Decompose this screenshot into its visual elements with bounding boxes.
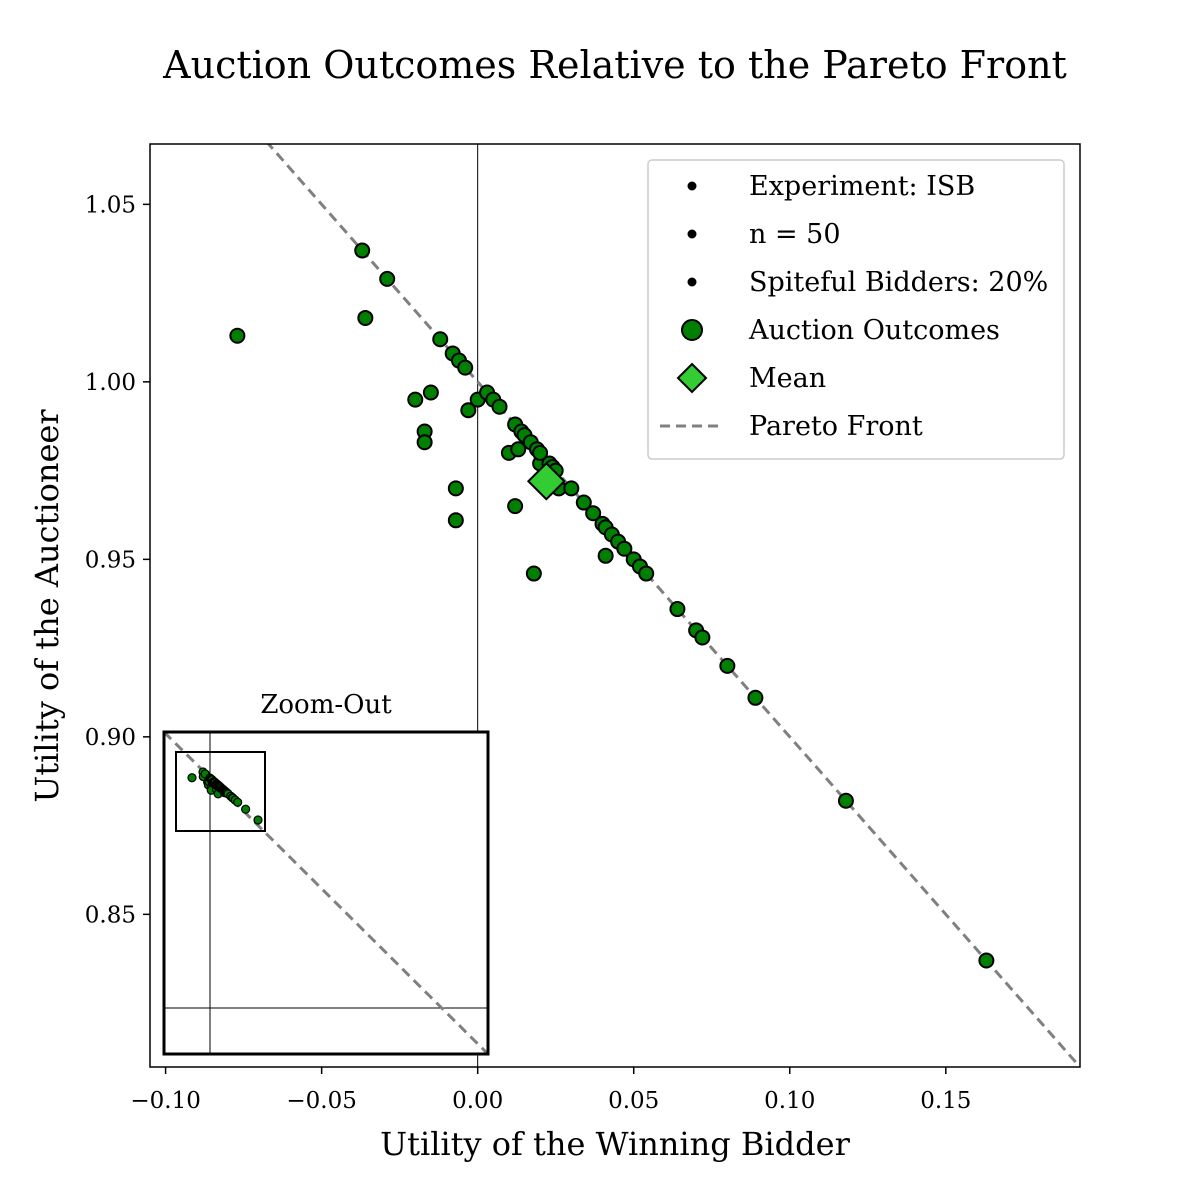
mean-marker <box>526 461 566 501</box>
legend-dot-marker <box>687 229 697 239</box>
y-tick-label: 0.90 <box>85 725 136 751</box>
auction-outcome-point <box>422 384 439 401</box>
points-layer <box>229 242 995 969</box>
auction-outcome-point <box>432 331 449 348</box>
legend-dot-marker <box>687 277 697 287</box>
auction-outcome-point <box>638 565 655 582</box>
x-tick-label: 0.05 <box>608 1088 659 1114</box>
x-tick-label: 0.10 <box>764 1088 815 1114</box>
legend-outcome-marker <box>681 319 703 341</box>
auction-outcome-point <box>597 547 614 564</box>
legend: Experiment: ISB n = 50 Spiteful Bidders: 2… <box>647 159 1065 460</box>
auction-outcome-point <box>447 480 464 497</box>
auction-outcome-point <box>447 512 464 529</box>
plot-area <box>229 144 1080 1067</box>
auction-outcome-point <box>837 792 854 809</box>
auction-outcome-point <box>407 391 424 408</box>
auction-outcome-point <box>585 505 602 522</box>
x-tick-label: −0.05 <box>286 1088 356 1114</box>
auction-outcome-point <box>416 434 433 451</box>
x-tick-label: −0.10 <box>130 1088 200 1114</box>
y-tick-label: 1.00 <box>85 370 136 396</box>
auction-outcome-point <box>669 601 686 618</box>
inset-pareto-line <box>164 732 488 1054</box>
inset-outcome-point <box>233 797 243 807</box>
inset-outcome-point <box>187 773 197 783</box>
auction-outcome-point <box>694 629 711 646</box>
legend-entry-label: Mean <box>749 363 826 394</box>
inset-outcome-point <box>241 804 251 814</box>
y-axis-label: Utility of the Auctioneer <box>28 409 66 803</box>
x-axis-ticks: −0.10 −0.05 0.00 0.05 0.10 0.15 <box>130 1067 971 1114</box>
zoom-out-inset: Zoom-Out <box>162 690 490 1056</box>
legend-dot-marker <box>687 181 697 191</box>
chart-title: Auction Outcomes Relative to the Pareto … <box>162 43 1067 87</box>
legend-mean-marker <box>676 362 708 394</box>
inset-points-layer <box>187 767 263 825</box>
legend-entry-label: Pareto Front <box>749 411 923 442</box>
auction-outcome-point <box>229 327 246 344</box>
legend-frame <box>647 159 1065 460</box>
x-axis-label: Utility of the Winning Bidder <box>380 1125 850 1163</box>
auction-outcome-point <box>510 441 527 458</box>
auction-outcome-point <box>978 952 995 969</box>
y-tick-label: 0.95 <box>85 547 136 573</box>
legend-entry-label: Experiment: ISB <box>749 171 975 202</box>
auction-outcome-point <box>747 689 764 706</box>
auction-outcome-point <box>575 494 592 511</box>
y-axis-ticks: 0.85 0.90 0.95 1.00 1.05 <box>85 192 150 928</box>
inset-frame <box>162 730 490 1056</box>
y-tick-label: 1.05 <box>85 192 136 218</box>
auction-outcome-point <box>616 540 633 557</box>
inset-outcome-point <box>253 815 263 825</box>
auction-outcome-point <box>354 242 371 259</box>
x-tick-label: 0.15 <box>920 1088 971 1114</box>
plot-frame <box>149 143 1081 1068</box>
auction-outcome-point <box>525 565 542 582</box>
auction-outcome-point <box>532 444 549 461</box>
auction-outcome-point <box>491 398 508 415</box>
auction-outcome-point <box>460 402 477 419</box>
x-tick-label: 0.00 <box>452 1088 503 1114</box>
legend-entry-label: Spiteful Bidders: 20% <box>749 267 1048 298</box>
auction-outcome-point <box>563 480 580 497</box>
auction-outcome-point <box>357 309 374 326</box>
legend-entry-label: n = 50 <box>749 219 841 250</box>
legend-entry-label: Auction Outcomes <box>748 315 1000 346</box>
auction-outcome-point <box>507 498 524 515</box>
auction-outcome-point <box>379 270 396 287</box>
auction-outcome-point <box>457 359 474 376</box>
mean-layer <box>526 461 566 501</box>
inset-zoom-box <box>175 751 266 832</box>
inset-title: Zoom-Out <box>260 690 392 720</box>
y-tick-label: 0.85 <box>85 902 136 928</box>
auction-outcome-point <box>719 657 736 674</box>
